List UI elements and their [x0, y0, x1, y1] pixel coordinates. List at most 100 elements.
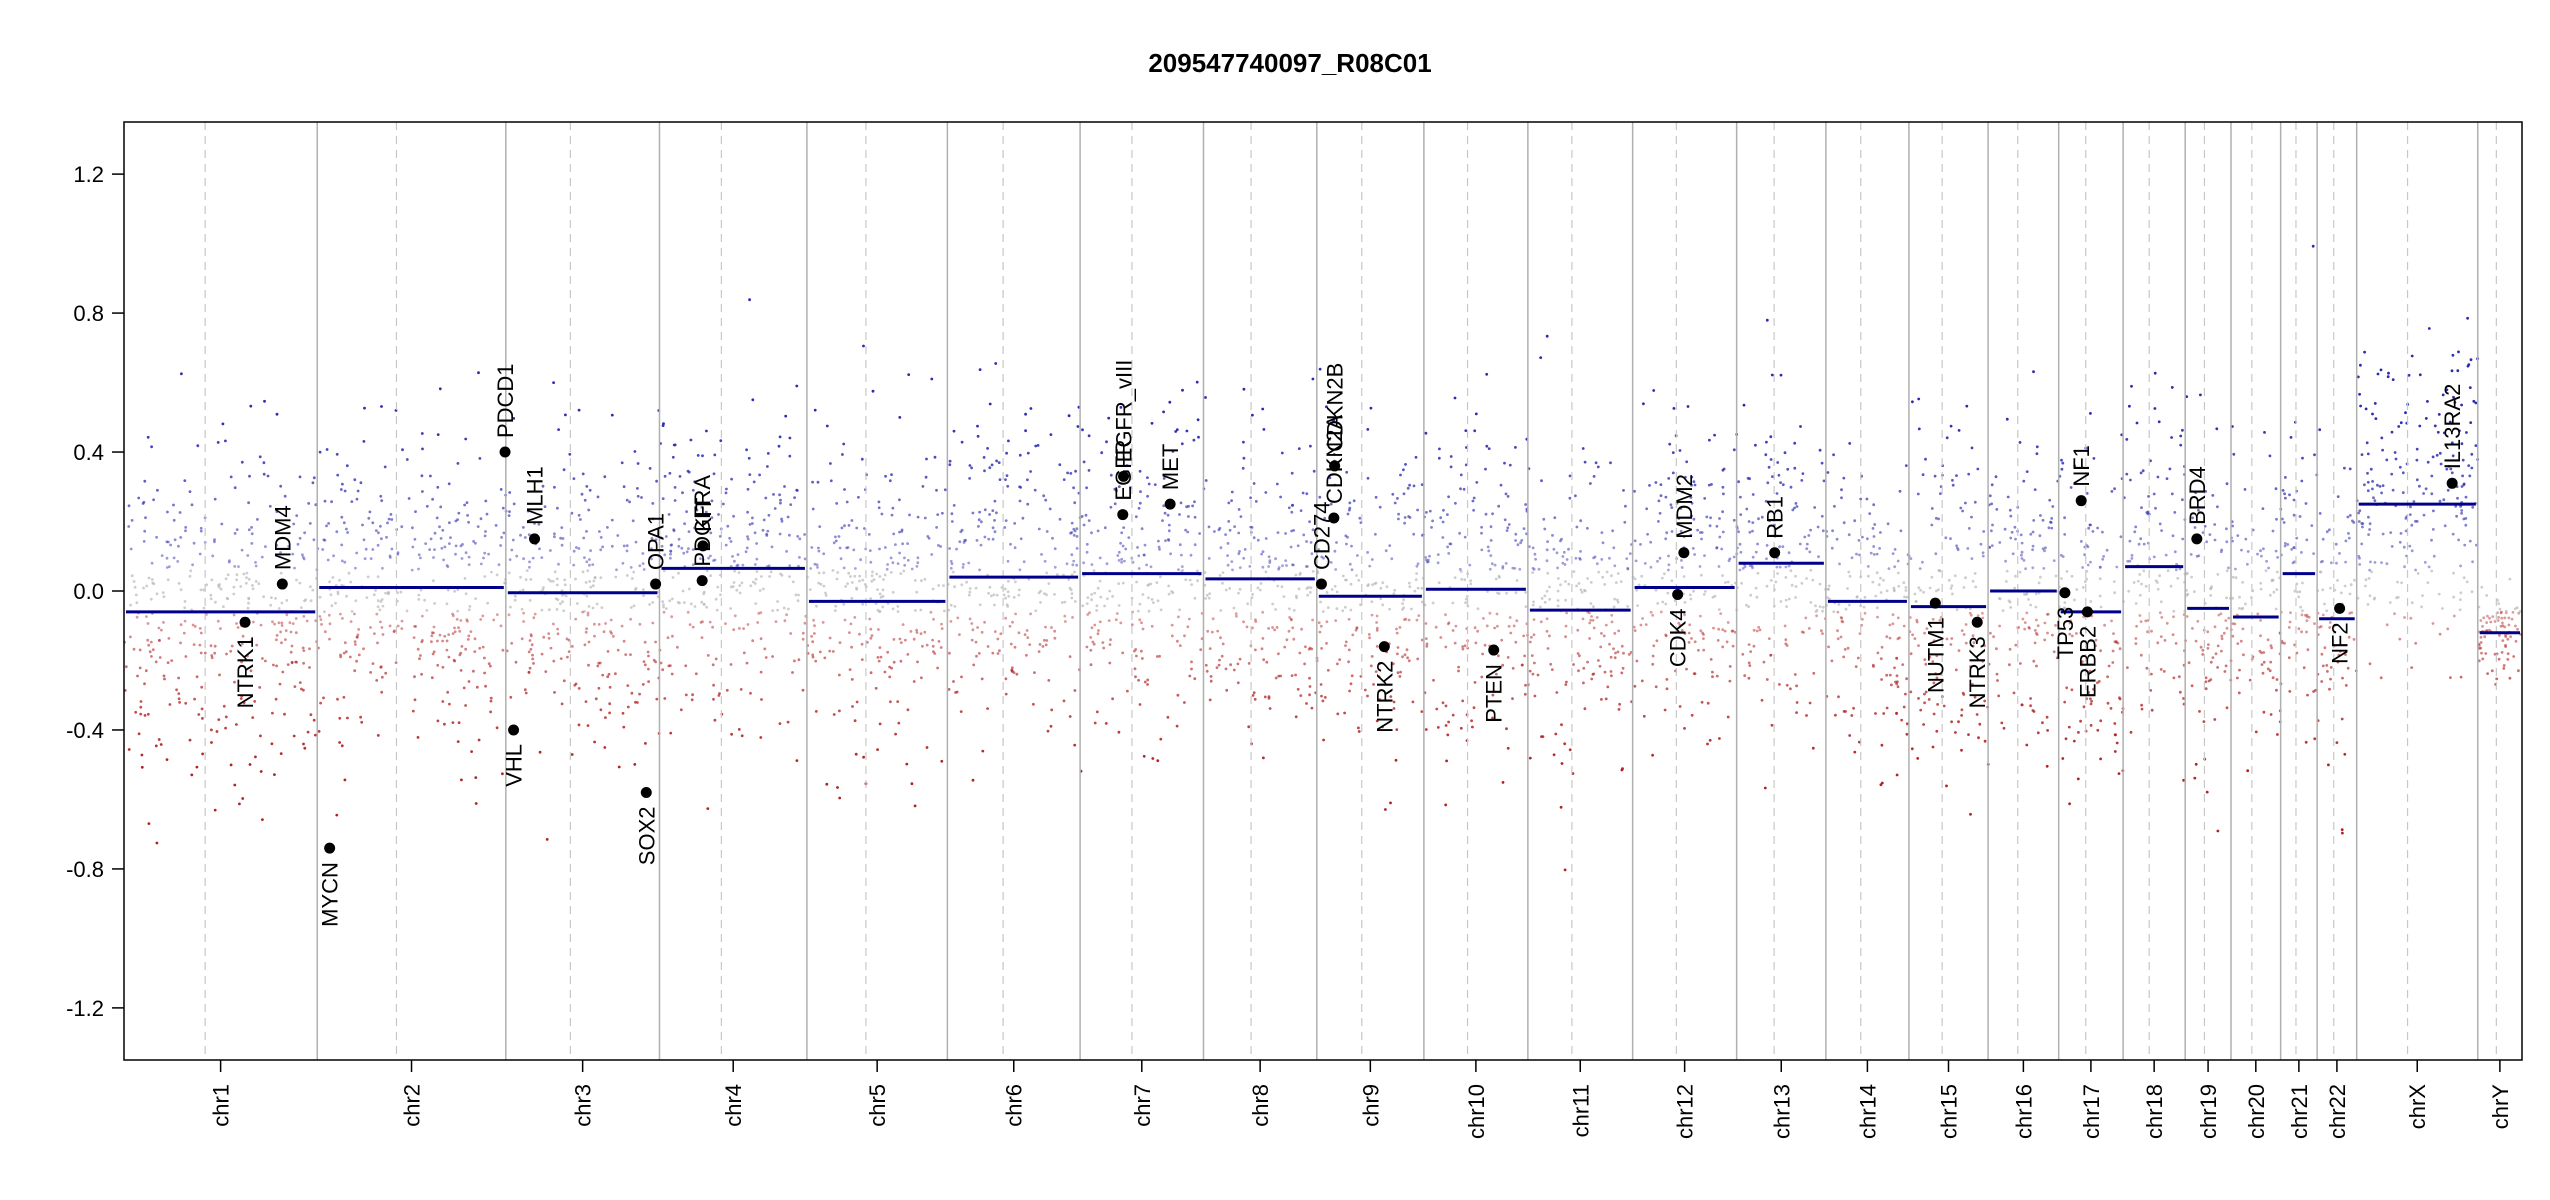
probe-point: [1960, 748, 1963, 752]
probe-point: [2367, 515, 2370, 519]
probe-point: [958, 540, 962, 544]
probe-point: [929, 610, 933, 614]
y-tick-label: -1.2: [66, 996, 104, 1021]
probe-point: [257, 582, 261, 586]
probe-point: [2284, 476, 2287, 479]
probe-point: [1633, 489, 1636, 493]
probe-point: [445, 639, 449, 643]
probe-point: [904, 638, 907, 642]
probe-point: [1611, 529, 1614, 533]
probe-point: [151, 648, 155, 652]
probe-point: [1679, 507, 1683, 510]
probe-point: [266, 474, 270, 478]
probe-point: [1159, 575, 1162, 579]
probe-point: [1321, 699, 1325, 703]
probe-point: [925, 643, 929, 647]
plot-frame: [123, 121, 2523, 1061]
probe-point: [1785, 644, 1789, 647]
probe-point: [2220, 634, 2224, 638]
probe-point: [1308, 676, 1311, 680]
probe-point: [2300, 479, 2304, 483]
probe-point: [1708, 524, 1712, 528]
gene-ntrk1: NTRK1: [233, 616, 258, 708]
probe-point: [2201, 648, 2205, 652]
probe-point: [793, 496, 796, 499]
probe-point: [2266, 638, 2270, 642]
probe-point: [2203, 524, 2207, 528]
probe-point: [1043, 559, 1047, 563]
probe-point: [388, 554, 392, 558]
probe-points-chr2: [316, 371, 508, 817]
probe-point: [949, 620, 953, 623]
probe-point: [1237, 591, 1240, 595]
probe-point: [1812, 671, 1816, 675]
probe-point: [1068, 655, 1072, 658]
probe-point: [2106, 675, 2110, 679]
probe-point: [1287, 629, 1291, 633]
probe-point: [250, 532, 254, 536]
probe-point: [338, 578, 341, 582]
probe-point: [2158, 522, 2162, 526]
probe-point: [1552, 753, 1556, 757]
probe-point: [355, 635, 359, 639]
probe-point: [374, 589, 377, 592]
probe-point: [2130, 384, 2133, 388]
probe-point: [1973, 572, 1977, 575]
probe-point: [1363, 688, 1367, 692]
probe-point: [1004, 616, 1008, 620]
probe-point: [1458, 567, 1462, 571]
probe-point: [1147, 596, 1150, 600]
probe-point: [647, 680, 650, 683]
probe-point: [2314, 688, 2318, 692]
probe-point: [2343, 466, 2346, 470]
probe-point: [381, 566, 384, 570]
probe-point: [464, 437, 468, 441]
probe-point: [2020, 553, 2023, 557]
probe-point: [143, 529, 147, 533]
probe-point: [1355, 574, 1358, 577]
probe-point: [1146, 683, 1149, 686]
probe-point: [1768, 519, 1771, 523]
probe-point: [1652, 389, 1656, 392]
probe-point: [1087, 434, 1091, 438]
probe-point: [1146, 494, 1149, 498]
probe-point: [390, 547, 394, 551]
probe-point: [2329, 677, 2332, 681]
probe-point: [1590, 677, 1594, 681]
probe-point: [661, 600, 665, 603]
probe-point: [687, 530, 691, 533]
probe-point: [814, 659, 818, 663]
probe-point: [543, 505, 547, 508]
probe-point: [2325, 609, 2329, 613]
probe-point: [2385, 623, 2389, 627]
probe-point: [1092, 569, 1096, 572]
probe-point: [2050, 526, 2054, 530]
probe-point: [1333, 483, 1337, 487]
probe-point: [1982, 530, 1986, 533]
probe-point: [424, 542, 428, 545]
probe-point: [2236, 676, 2239, 680]
probe-point: [788, 533, 791, 537]
probe-point: [2181, 428, 2184, 432]
probe-point: [661, 424, 665, 427]
probe-point: [489, 710, 492, 714]
probe-point: [1656, 602, 1660, 605]
probe-point: [788, 454, 792, 458]
probe-point: [2261, 671, 2265, 675]
probe-point: [2179, 434, 2183, 438]
probe-point: [2069, 619, 2073, 623]
probe-point: [923, 577, 927, 581]
probe-point: [642, 588, 645, 591]
probe-point: [1564, 598, 1567, 602]
probe-point: [197, 713, 201, 716]
probe-point: [624, 653, 628, 656]
probe-point: [2162, 670, 2166, 673]
probe-point: [454, 519, 458, 523]
gene-mdm2: MDM2: [1672, 474, 1697, 559]
probe-point: [474, 802, 478, 805]
probe-point: [2399, 532, 2403, 535]
probe-point: [486, 601, 489, 605]
probe-point: [2363, 483, 2366, 487]
probe-point: [271, 711, 274, 715]
probe-point: [1497, 574, 1501, 578]
